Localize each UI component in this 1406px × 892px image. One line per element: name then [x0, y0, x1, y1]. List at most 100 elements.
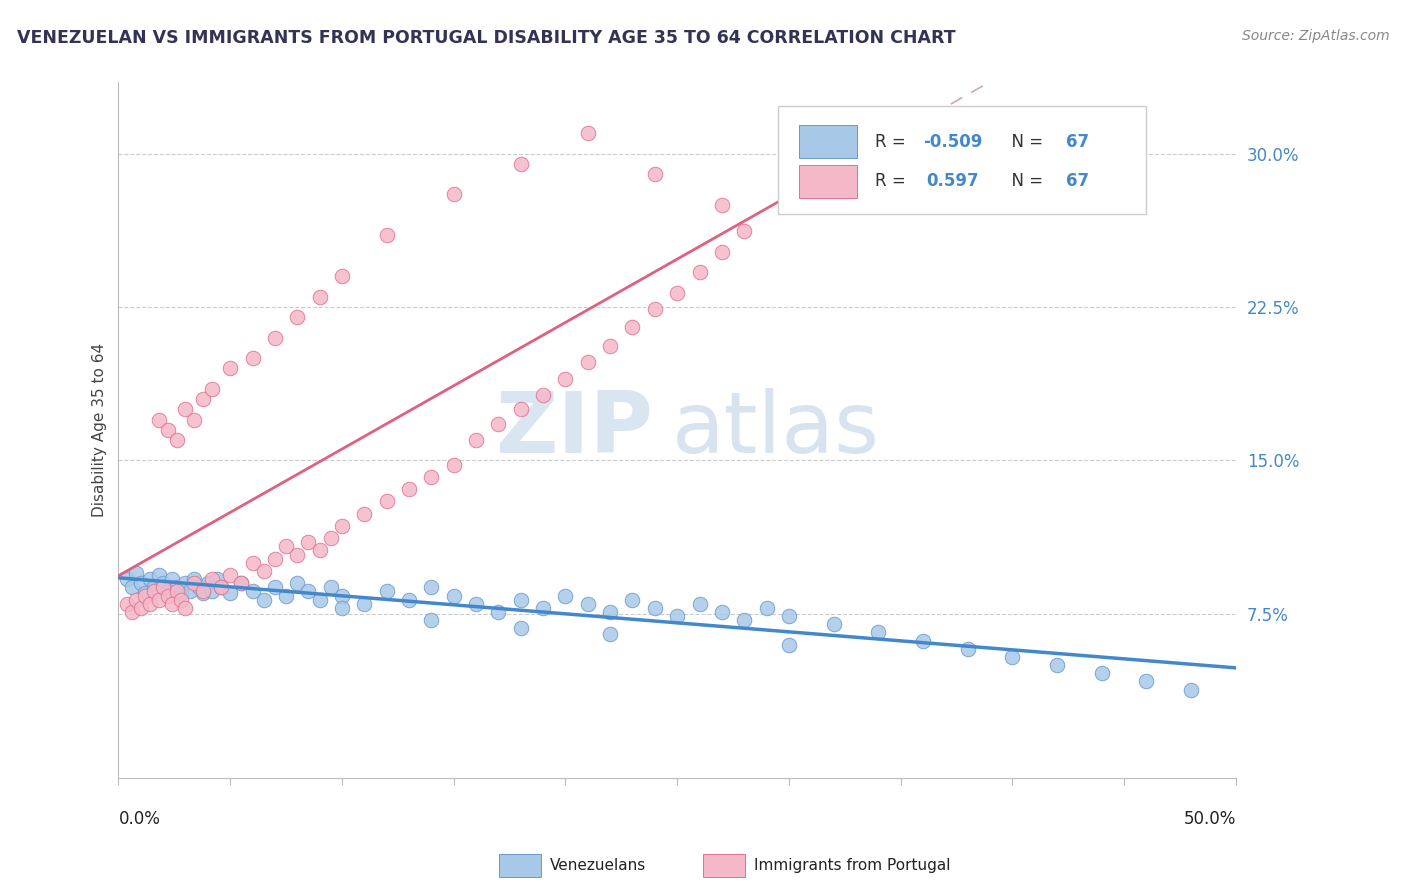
Point — [253, 564, 276, 578]
Point — [1135, 674, 1157, 689]
Text: N =: N = — [1001, 172, 1049, 190]
Point — [209, 580, 232, 594]
Point — [148, 592, 170, 607]
Point — [160, 597, 183, 611]
Point — [599, 627, 621, 641]
Point — [599, 605, 621, 619]
Point — [183, 576, 205, 591]
Point — [242, 584, 264, 599]
Text: 67: 67 — [1066, 133, 1090, 151]
Point — [121, 605, 143, 619]
Bar — [799, 165, 858, 198]
Point — [253, 592, 276, 607]
Point — [274, 589, 297, 603]
Point — [193, 586, 215, 600]
Point — [689, 265, 711, 279]
Text: -0.509: -0.509 — [922, 133, 983, 151]
Point — [509, 402, 531, 417]
Point — [134, 589, 156, 603]
Point — [117, 572, 139, 586]
Point — [201, 382, 224, 396]
Point — [576, 126, 599, 140]
Point — [465, 597, 488, 611]
Point — [353, 597, 375, 611]
Point — [166, 580, 188, 594]
Point — [531, 600, 554, 615]
Point — [531, 388, 554, 402]
Point — [148, 412, 170, 426]
Point — [129, 576, 152, 591]
Point — [420, 580, 443, 594]
Point — [179, 584, 201, 599]
Text: Immigrants from Portugal: Immigrants from Portugal — [754, 858, 950, 872]
Point — [330, 589, 353, 603]
Point — [486, 605, 509, 619]
Point — [297, 535, 319, 549]
Point — [644, 167, 666, 181]
Point — [330, 519, 353, 533]
Point — [187, 580, 209, 594]
Point — [353, 507, 375, 521]
Point — [621, 592, 644, 607]
Point — [231, 576, 253, 591]
Point — [138, 572, 160, 586]
Point — [398, 592, 420, 607]
Point — [174, 576, 197, 591]
Point — [201, 584, 224, 599]
Point — [285, 576, 308, 591]
Point — [170, 586, 193, 600]
Point — [823, 617, 845, 632]
Point — [443, 458, 465, 472]
Point — [166, 433, 188, 447]
Point — [231, 576, 253, 591]
Point — [219, 586, 242, 600]
Point — [160, 572, 183, 586]
Point — [398, 482, 420, 496]
Point — [319, 580, 342, 594]
Point — [733, 613, 755, 627]
Point — [125, 566, 148, 580]
Bar — [799, 125, 858, 159]
Point — [308, 290, 330, 304]
Point — [121, 580, 143, 594]
Text: 67: 67 — [1066, 172, 1090, 190]
Point — [1180, 682, 1202, 697]
Point — [868, 625, 890, 640]
Point — [644, 600, 666, 615]
Point — [201, 572, 224, 586]
Point — [170, 592, 193, 607]
Point — [197, 576, 219, 591]
Point — [285, 310, 308, 325]
Point — [148, 568, 170, 582]
Point — [138, 597, 160, 611]
Point — [778, 609, 800, 624]
Point — [375, 228, 398, 243]
Point — [443, 589, 465, 603]
Point — [183, 412, 205, 426]
Point — [242, 351, 264, 366]
Point — [375, 584, 398, 599]
Point — [156, 584, 179, 599]
Point — [486, 417, 509, 431]
Point — [174, 402, 197, 417]
Point — [710, 197, 733, 211]
Point — [956, 641, 979, 656]
Point — [710, 244, 733, 259]
Point — [330, 600, 353, 615]
Text: N =: N = — [1001, 133, 1049, 151]
Point — [308, 592, 330, 607]
Point — [509, 592, 531, 607]
Point — [117, 597, 139, 611]
Point — [733, 224, 755, 238]
Point — [308, 543, 330, 558]
Point — [689, 597, 711, 611]
Point — [166, 584, 188, 599]
Point — [509, 621, 531, 635]
Point — [666, 285, 689, 300]
Point — [330, 269, 353, 284]
Point — [209, 580, 232, 594]
Y-axis label: Disability Age 35 to 64: Disability Age 35 to 64 — [93, 343, 107, 516]
Text: Source: ZipAtlas.com: Source: ZipAtlas.com — [1241, 29, 1389, 43]
Point — [554, 371, 576, 385]
Point — [219, 361, 242, 376]
